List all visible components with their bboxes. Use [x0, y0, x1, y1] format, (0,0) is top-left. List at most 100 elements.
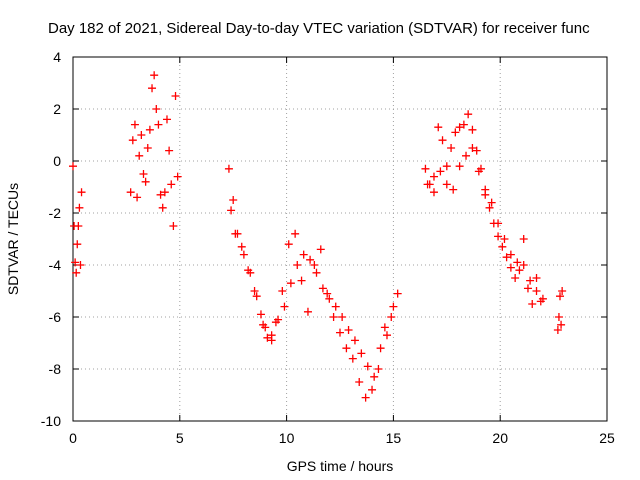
data-point [227, 206, 236, 215]
data-point [528, 300, 537, 308]
data-point [293, 261, 302, 269]
y-tick-label: 0 [53, 153, 61, 169]
data-point [69, 162, 77, 171]
data-point [429, 188, 438, 197]
data-point [316, 245, 325, 254]
data-points [69, 71, 567, 402]
data-point [361, 393, 370, 402]
series-arc-5 [421, 110, 545, 308]
data-point [141, 177, 150, 186]
data-point [244, 266, 253, 275]
data-point [74, 222, 83, 230]
y-axis-label: SDTVAR / TECUs [5, 183, 21, 295]
data-point [261, 323, 270, 332]
data-point [158, 203, 167, 212]
data-point [318, 284, 327, 293]
data-point [472, 146, 481, 155]
data-point [173, 172, 182, 181]
data-point [263, 333, 272, 342]
data-point [160, 188, 169, 197]
data-point [297, 276, 306, 285]
series-arc-2 [126, 71, 182, 230]
data-point [553, 326, 562, 334]
data-point [73, 240, 82, 249]
data-point [128, 136, 137, 145]
data-point [449, 185, 458, 194]
data-point [329, 313, 338, 321]
data-point [325, 294, 334, 303]
data-point [389, 302, 398, 311]
data-point [239, 250, 248, 259]
data-point [167, 180, 176, 189]
data-point [169, 222, 178, 230]
data-point [511, 274, 520, 282]
data-point [252, 292, 261, 301]
x-tick-label: 15 [386, 430, 402, 446]
data-point [462, 151, 471, 160]
data-point [344, 326, 353, 334]
data-point [455, 123, 464, 132]
x-tick-labels: 0 5 10 15 20 25 [69, 430, 615, 446]
data-point [312, 268, 321, 277]
grid-lines [73, 57, 607, 421]
x-tick-label: 20 [492, 430, 508, 446]
data-point [231, 229, 240, 238]
data-point [139, 170, 148, 178]
data-point [447, 144, 456, 152]
data-point [357, 349, 366, 358]
data-point [487, 198, 496, 207]
data-point [76, 261, 85, 269]
data-point [506, 263, 515, 272]
data-point [284, 240, 293, 249]
data-point [267, 331, 276, 340]
y-tick-label: 2 [53, 101, 61, 117]
x-tick-label: 10 [279, 430, 295, 446]
data-point [229, 196, 238, 204]
data-point [162, 115, 171, 124]
series-arc-7 [553, 287, 567, 334]
data-point [71, 258, 80, 267]
data-point [538, 294, 547, 303]
data-point [455, 162, 464, 171]
data-point [72, 268, 81, 277]
data-point [494, 232, 503, 241]
plot-frame [72, 56, 608, 422]
data-point [323, 289, 332, 298]
data-point [286, 279, 295, 288]
data-point [502, 253, 511, 262]
x-axis-label: GPS time / hours [287, 458, 394, 474]
series-arc-1 [69, 162, 86, 277]
data-point [350, 336, 359, 345]
data-point [156, 190, 165, 199]
data-point [451, 128, 460, 137]
data-point [250, 287, 259, 295]
data-point [280, 302, 289, 311]
data-point [256, 310, 265, 319]
data-point [336, 328, 344, 337]
y-tick-label: -2 [49, 205, 62, 221]
data-point [532, 274, 541, 282]
data-point [274, 315, 283, 324]
series-arc-3 [224, 164, 402, 402]
y-tick-label: -8 [49, 361, 62, 377]
data-point [75, 203, 84, 212]
y-tick-label: 4 [53, 49, 61, 65]
data-point [380, 323, 389, 332]
data-point [154, 120, 163, 129]
data-point [468, 125, 477, 134]
data-point [348, 354, 357, 363]
data-point [557, 320, 566, 329]
y-tick-label: -6 [49, 309, 62, 325]
data-point [468, 144, 477, 152]
data-point [513, 258, 522, 267]
data-point [135, 151, 144, 160]
data-point [464, 110, 473, 119]
data-point [494, 219, 503, 228]
data-point [558, 287, 567, 295]
data-point [498, 242, 507, 251]
data-point [143, 144, 152, 152]
data-point [77, 188, 86, 197]
data-point [148, 84, 157, 93]
series-arc-6 [423, 144, 547, 303]
data-point [338, 313, 347, 321]
